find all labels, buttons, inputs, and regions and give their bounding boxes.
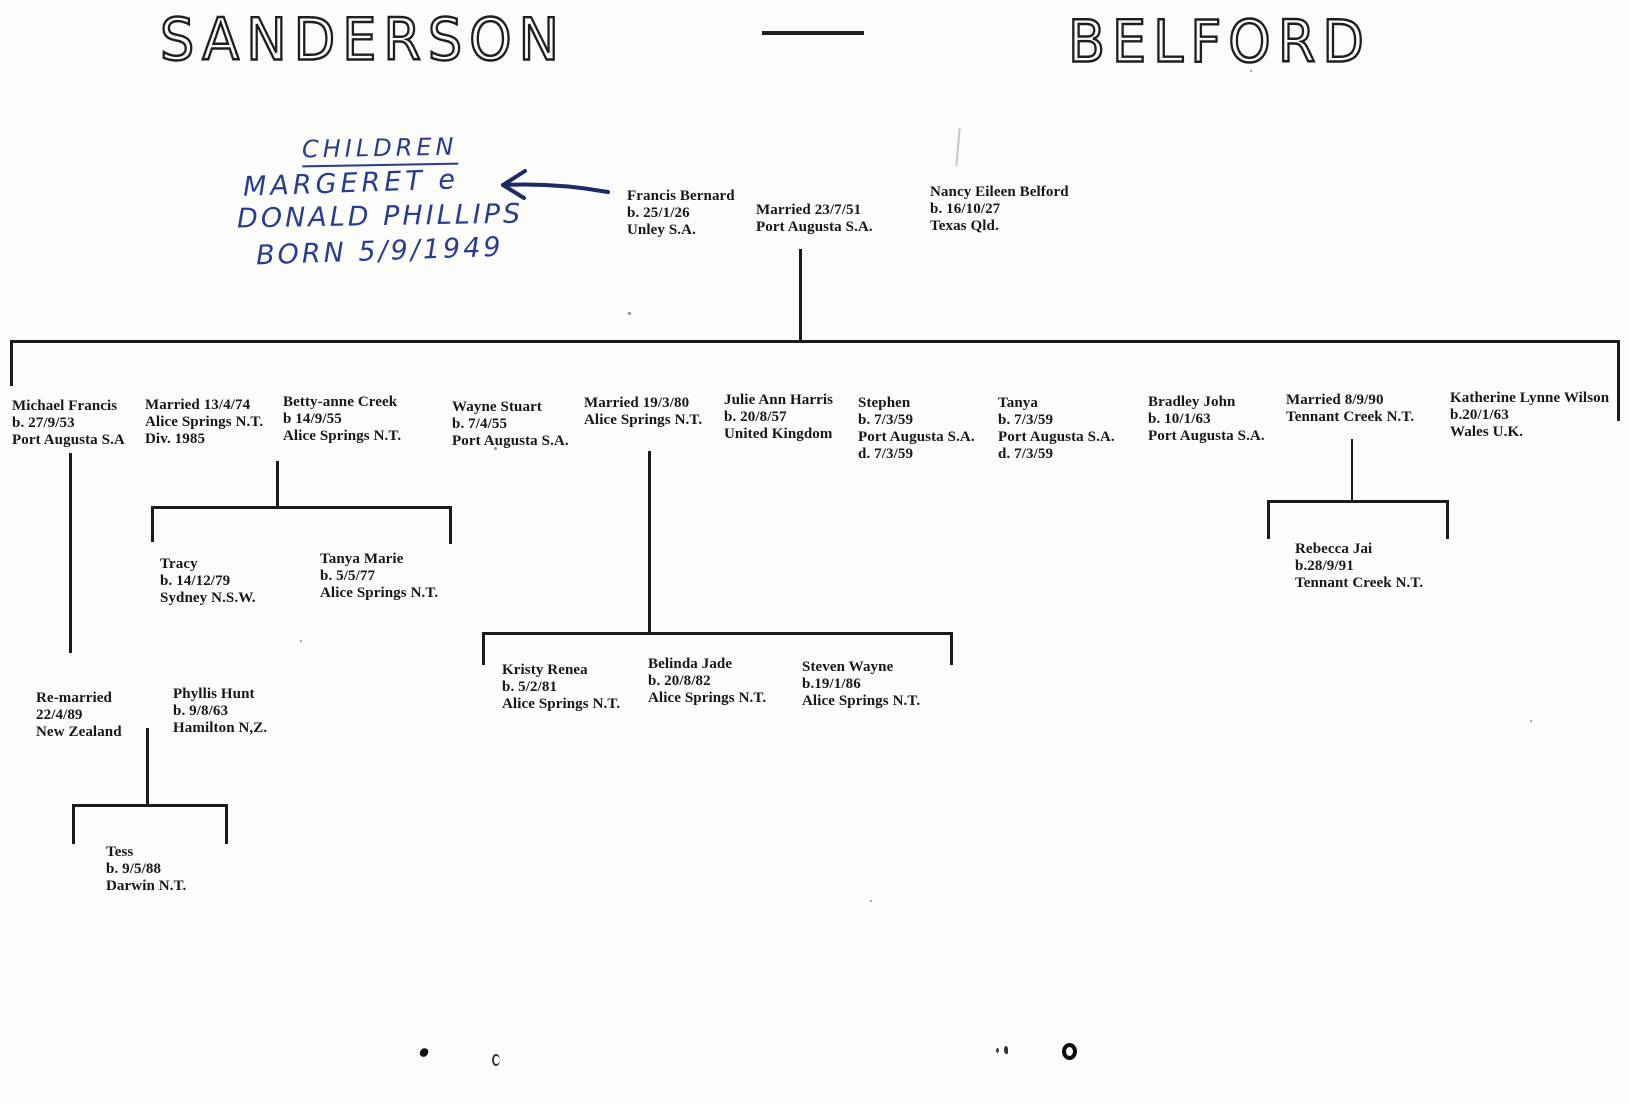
scan-artifact (494, 447, 497, 450)
scan-artifact (628, 312, 631, 315)
connector-michael-drop (69, 453, 72, 653)
scan-artifact (870, 900, 872, 902)
title-dash (762, 31, 864, 35)
bracket-tess-right (225, 806, 228, 844)
scan-artifact (955, 127, 961, 167)
sibling-line-right-end (1617, 341, 1620, 421)
person-bradley-john: Bradley John b. 10/1/63 Port Augusta S.A… (1148, 394, 1265, 444)
scan-artifact (1530, 720, 1532, 722)
bracket-tess-horizontal (72, 804, 228, 807)
bracket-tess-left (72, 806, 75, 844)
marriage-francis-nancy: Married 23/7/51 Port Augusta S.A. (756, 202, 873, 235)
connector-remarriage-drop (146, 728, 149, 806)
marriage-michael-betty: Married 13/4/74 Alice Springs N.T. Div. … (145, 397, 264, 447)
scan-artifact (492, 1054, 500, 1066)
bracket-rebecca-horizontal (1267, 500, 1449, 503)
bracket-kristy-horizontal (482, 632, 953, 635)
connector-betty-drop (276, 461, 279, 509)
bracket-rebecca-left (1267, 502, 1270, 539)
bracket-kristy-right (950, 634, 953, 665)
handwritten-born-date: BORN 5/9/1949 (255, 231, 505, 272)
person-kristy-renea: Kristy Renea b. 5/2/81 Alice Springs N.T… (502, 662, 621, 712)
person-tanya: Tanya b. 7/3/59 Port Augusta S.A. d. 7/3… (998, 395, 1115, 462)
event-remarried: Re-married 22/4/89 New Zealand (36, 690, 122, 740)
person-francis-bernard: Francis Bernard b. 25/1/26 Unley S.A. (627, 188, 735, 238)
sibling-line-left-end (10, 341, 13, 386)
person-tess: Tess b. 9/5/88 Darwin N.T. (106, 844, 187, 894)
person-julie-ann-harris: Julie Ann Harris b. 20/8/57 United Kingd… (724, 392, 834, 442)
person-steven-wayne: Steven Wayne b.19/1/86 Alice Springs N.T… (802, 659, 921, 709)
bracket-kristy-left (482, 634, 485, 665)
person-betty-anne-creek: Betty-anne Creek b 14/9/55 Alice Springs… (283, 394, 402, 444)
person-tanya-marie: Tanya Marie b. 5/5/77 Alice Springs N.T. (320, 551, 439, 601)
connector-bradley-drop (1351, 439, 1353, 502)
person-michael-francis: Michael Francis b. 27/9/53 Port Augusta … (12, 398, 125, 448)
connector-parents-drop (799, 249, 802, 341)
bracket-rebecca-right (1446, 502, 1449, 539)
surname-left: SANDERSON (159, 4, 567, 75)
person-katherine-lynne-wilson: Katherine Lynne Wilson b.20/1/63 Wales U… (1450, 390, 1610, 440)
surname-right: BELFORD (1067, 6, 1371, 77)
scan-artifact (996, 1048, 999, 1053)
person-belinda-jade: Belinda Jade b. 20/8/82 Alice Springs N.… (648, 656, 767, 706)
bracket-tracy-left (151, 508, 154, 542)
person-tracy: Tracy b. 14/12/79 Sydney N.S.W. (160, 556, 256, 606)
scan-artifact (1062, 1043, 1077, 1060)
scan-artifact (300, 640, 302, 642)
marriage-wayne-julie: Married 19/3/80 Alice Springs N.T. (584, 395, 703, 428)
person-stephen: Stephen b. 7/3/59 Port Augusta S.A. d. 7… (858, 395, 975, 462)
person-phyllis-hunt: Phyllis Hunt b. 9/8/63 Hamilton N,Z. (173, 686, 268, 736)
handwritten-children-heading: CHILDREN (301, 132, 458, 168)
scan-artifact (418, 1046, 430, 1059)
marriage-bradley-katherine: Married 8/9/90 Tennant Creek N.T. (1286, 392, 1415, 425)
handwritten-margeret: MARGERET e (242, 164, 460, 203)
scan-artifact (1250, 70, 1252, 72)
person-rebecca-jai: Rebecca Jai b.28/9/91 Tennant Creek N.T. (1295, 541, 1424, 591)
person-wayne-stuart: Wayne Stuart b. 7/4/55 Port Augusta S.A. (452, 399, 569, 449)
bracket-tracy-right (449, 508, 452, 544)
connector-wayne-drop (648, 451, 651, 635)
bracket-tracy-horizontal (151, 506, 452, 509)
hand-drawn-arrow-icon (501, 169, 610, 200)
person-nancy-eileen-belford: Nancy Eileen Belford b. 16/10/27 Texas Q… (930, 184, 1069, 234)
scan-artifact (1004, 1046, 1008, 1054)
sibling-line-horizontal (10, 340, 1620, 343)
